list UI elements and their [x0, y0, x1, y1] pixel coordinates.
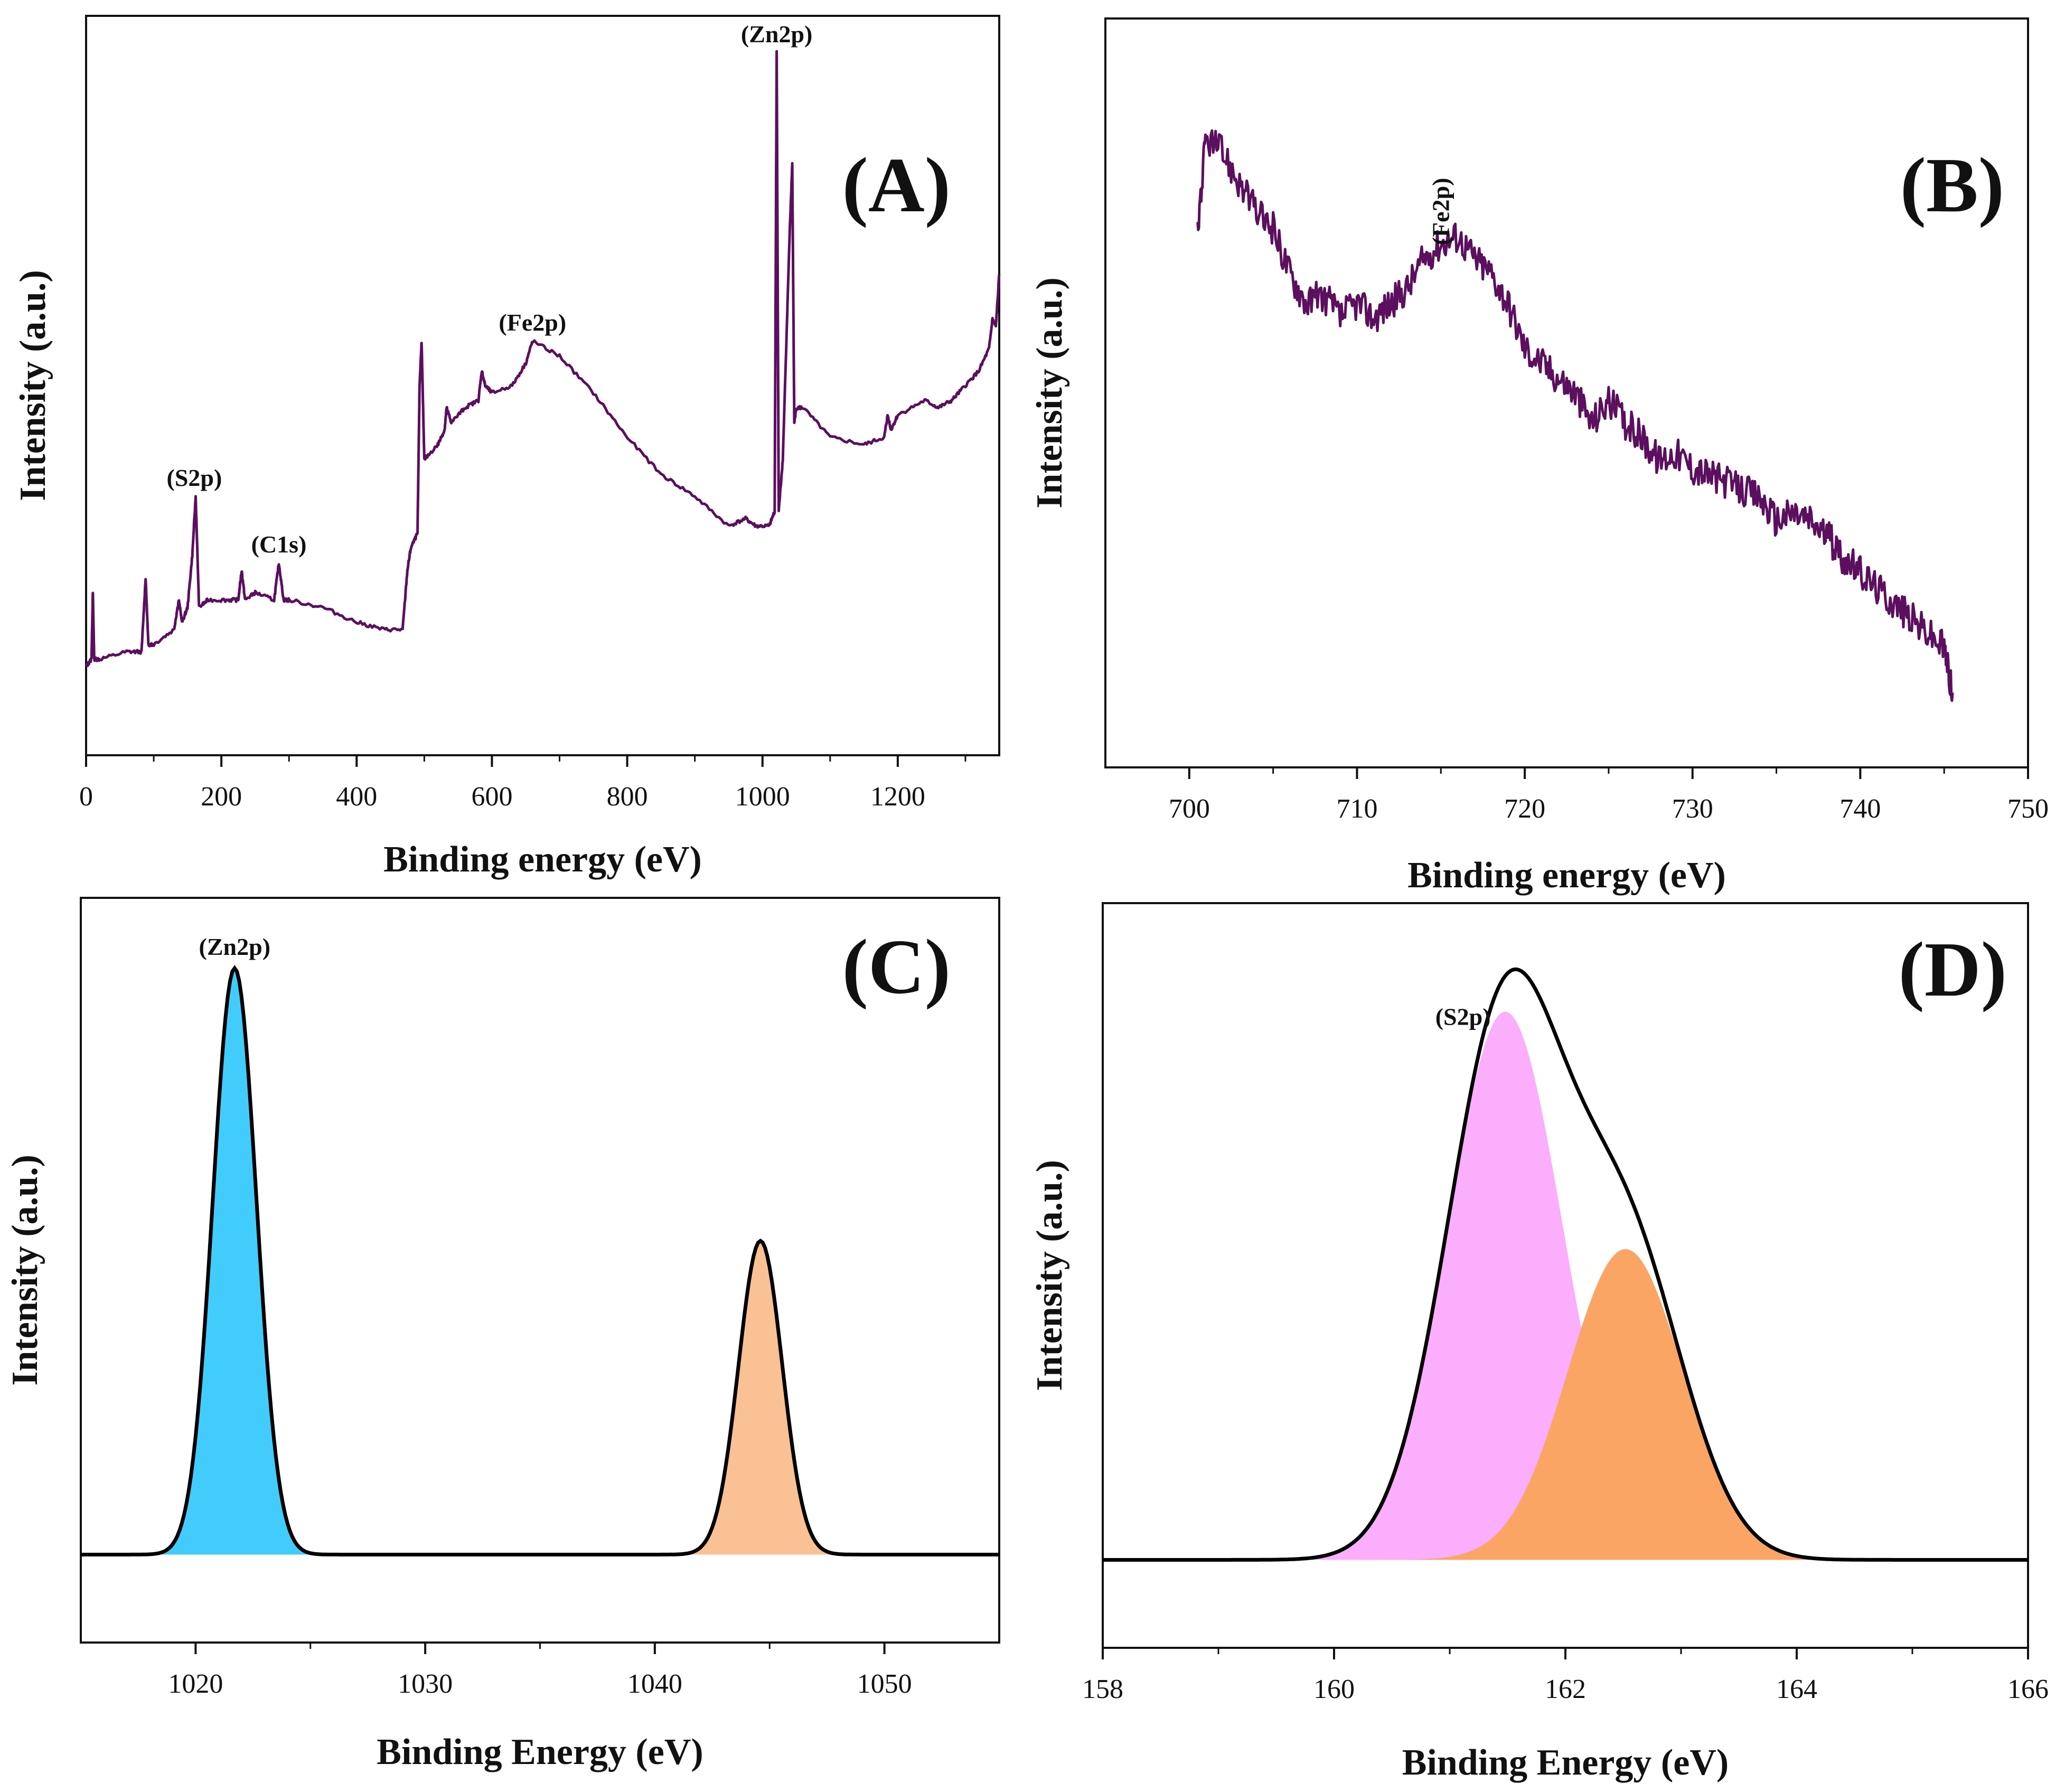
spectrum-line	[85, 50, 1001, 668]
component-peak-1	[1103, 1011, 2028, 1560]
x-tick-label: 400	[336, 782, 377, 812]
x-tick-label: 730	[1672, 794, 1713, 824]
x-tick-label: 1050	[857, 1669, 912, 1699]
y-axis-title: Intensity (a.u.)	[1029, 277, 1070, 509]
x-axis-title: Binding energy (eV)	[1407, 855, 1726, 896]
spectrum-line	[1196, 129, 1954, 702]
component-peak-1	[81, 968, 999, 1555]
x-tick-label: 162	[1545, 1674, 1586, 1704]
x-tick-label: 710	[1336, 794, 1377, 824]
component-peak-2	[81, 1241, 999, 1555]
x-tick-label: 800	[607, 782, 648, 812]
x-tick-label: 0	[79, 782, 93, 812]
y-axis-title: Intensity (a.u.)	[5, 1155, 45, 1386]
x-tick-label: 1000	[735, 782, 790, 812]
x-tick-label: 1200	[870, 782, 925, 812]
x-tick-label: 720	[1504, 794, 1545, 824]
peak-annotation: (Fe2p)	[499, 309, 566, 336]
x-tick-label: 160	[1313, 1674, 1355, 1704]
x-tick-label: 600	[471, 782, 512, 812]
envelope-line	[1103, 967, 2028, 1562]
peak-annotation: (Fe2p)	[1427, 178, 1454, 246]
x-axis-title: Binding Energy (eV)	[1402, 1742, 1729, 1783]
plot-frame	[1104, 17, 2029, 768]
x-tick-label: 1020	[168, 1669, 223, 1699]
panel-C: 1020 1030 1040 1050 Binding Energy (eV) Inten…	[5, 897, 1000, 1772]
panel-label: (C)	[842, 924, 951, 1010]
x-tick-label: 158	[1082, 1674, 1123, 1704]
plot-frame	[85, 15, 1000, 756]
envelope-line	[81, 965, 999, 1556]
panel-label: (A)	[842, 142, 951, 229]
x-tick-label: 1040	[627, 1669, 682, 1699]
x-tick-label: 700	[1169, 794, 1210, 824]
panel-label: (D)	[1899, 926, 2007, 1013]
x-tick-label: 166	[2007, 1674, 2049, 1704]
component-peak-2	[1103, 1249, 2028, 1560]
x-tick-label: 740	[1839, 794, 1881, 824]
x-tick-label: 200	[201, 782, 242, 812]
y-axis-title: Intensity (a.u.)	[13, 270, 53, 501]
panel-D: 158 160 162 164 166 Binding Energy (eV) Intens…	[1029, 902, 2049, 1783]
peak-annotation: (S2p)	[1435, 1003, 1491, 1030]
peak-annotation: (Zn2p)	[199, 933, 270, 960]
x-axis-title: Binding Energy (eV)	[377, 1732, 703, 1772]
x-tick-label: 1030	[398, 1669, 453, 1699]
peak-annotation: (Zn2p)	[741, 21, 812, 48]
panel-A: 0 200 400 600 800 1000 1200 Binding energy (eV)…	[13, 15, 1001, 880]
x-tick-label: 750	[2007, 794, 2049, 824]
panel-B: 700 710 720 730 740 750 Binding energy (eV) Int…	[1029, 17, 2049, 896]
peak-annotation: (C1s)	[251, 531, 307, 558]
peak-annotation: (S2p)	[167, 464, 222, 491]
y-axis-title: Intensity (a.u.)	[1029, 1160, 1070, 1391]
panel-label: (B)	[1900, 142, 2004, 229]
x-tick-label: 164	[1776, 1674, 1817, 1704]
x-axis-title: Binding energy (eV)	[383, 839, 702, 880]
